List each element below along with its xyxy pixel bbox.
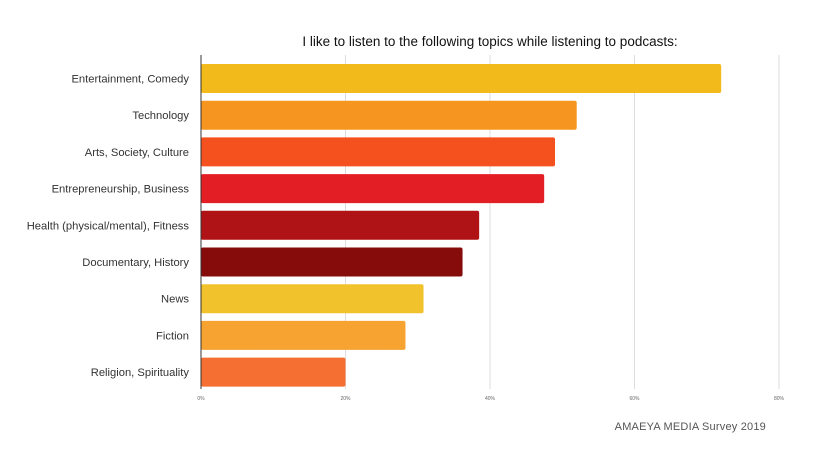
- category-labels: Entertainment, Comedy Technology Arts, Soc…: [27, 74, 190, 380]
- x-tick-label: 60%: [629, 396, 640, 402]
- source-note: AMAEYA MEDIA Survey 2019: [615, 421, 766, 433]
- x-tick-label: 20%: [340, 396, 351, 402]
- category-label: Technology: [132, 110, 189, 122]
- bars: [201, 64, 722, 387]
- category-label: Fiction: [156, 330, 189, 342]
- category-label: News: [161, 294, 189, 306]
- bar: [201, 284, 424, 314]
- bar: [201, 100, 577, 130]
- bar: [201, 210, 480, 240]
- category-label: Entertainment, Comedy: [71, 74, 189, 86]
- category-label: Religion, Spirituality: [91, 367, 190, 379]
- bar: [201, 357, 346, 387]
- x-tick-label: 80%: [774, 396, 785, 402]
- category-label: Entrepreneurship, Business: [52, 184, 190, 196]
- x-tick-label: 40%: [485, 396, 496, 402]
- x-tick-label: 0%: [197, 396, 205, 402]
- category-label: Arts, Society, Culture: [85, 147, 189, 159]
- bar: [201, 137, 556, 167]
- bar: [201, 320, 406, 350]
- category-label: Health (physical/mental), Fitness: [27, 220, 190, 232]
- x-tick-labels: 0% 20% 40% 60% 80%: [197, 396, 784, 402]
- bar: [201, 247, 463, 277]
- chart-title: I like to listen to the following topics…: [302, 34, 677, 49]
- bar: [201, 64, 722, 93]
- category-label: Documentary, History: [82, 257, 189, 269]
- bar: [201, 174, 545, 204]
